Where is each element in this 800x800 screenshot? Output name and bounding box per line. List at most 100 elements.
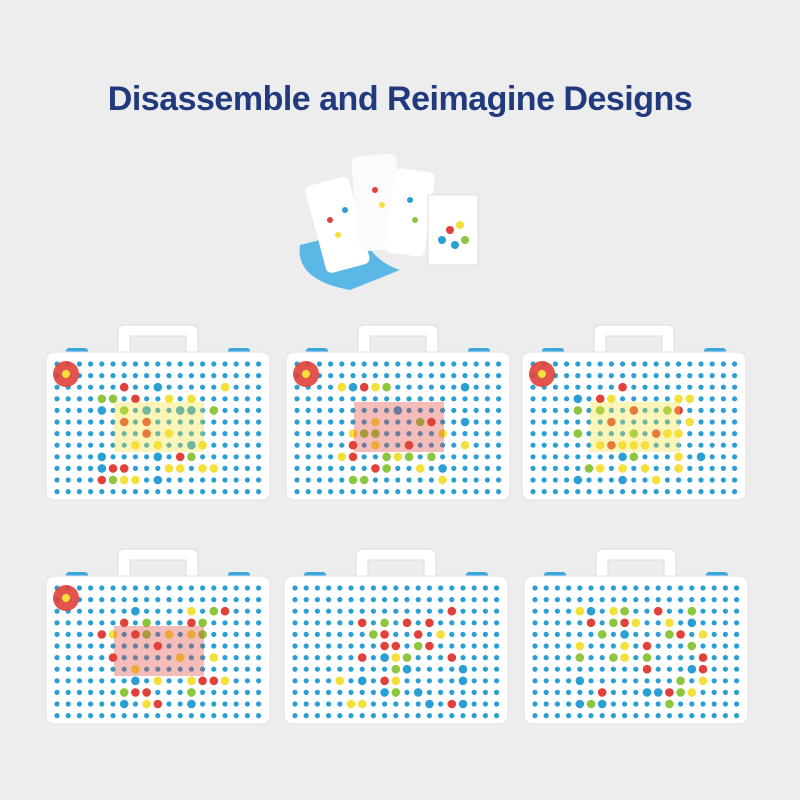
peg (153, 452, 163, 462)
peg-hole (620, 431, 626, 437)
peg-hole (166, 361, 172, 367)
peg-hole (211, 361, 217, 367)
peg-hole (256, 419, 262, 425)
peg-hole (328, 384, 334, 390)
peg-hole (676, 442, 682, 448)
peg-hole (211, 713, 217, 719)
peg-hole (177, 643, 183, 649)
peg-hole (382, 608, 388, 614)
peg-hole (337, 631, 343, 637)
peg (164, 630, 174, 639)
peg-hole (54, 713, 60, 719)
peg-hole (415, 666, 421, 672)
peg (640, 464, 650, 473)
peg (573, 394, 583, 404)
peg-hole (722, 666, 728, 672)
peg-hole (121, 396, 127, 402)
peg-hole (393, 631, 399, 637)
handle (595, 548, 677, 577)
peg-hole (99, 384, 105, 390)
peg-hole (700, 620, 706, 626)
peg-hole (532, 631, 538, 637)
peg (382, 382, 391, 392)
peg-hole (633, 666, 639, 672)
peg (425, 641, 434, 651)
peg (142, 699, 151, 709)
peg-hole (211, 631, 217, 637)
peg-hole (552, 465, 558, 471)
peg-hole (244, 643, 250, 649)
peg-hole (406, 396, 412, 402)
peg-hole (132, 597, 138, 603)
peg-hole (132, 489, 138, 495)
peg (187, 630, 196, 639)
peg-hole (417, 373, 423, 379)
peg-hole (484, 442, 490, 448)
peg-hole (384, 489, 390, 495)
peg-hole (734, 608, 740, 614)
peg-hole (620, 419, 626, 425)
peg-hole (496, 373, 502, 379)
peg (458, 699, 468, 709)
peg-hole (305, 465, 311, 471)
peg (674, 452, 683, 462)
peg-hole (292, 713, 298, 719)
peg-hole (473, 396, 479, 402)
peg (640, 440, 650, 450)
peg-hole (664, 465, 670, 471)
peg-hole (664, 419, 670, 425)
peg-hole (99, 655, 105, 661)
peg (142, 417, 151, 427)
peg-hole (222, 442, 228, 448)
peg-hole (426, 689, 432, 695)
peg-hole (482, 689, 488, 695)
peg (97, 464, 107, 473)
peg-hole (664, 373, 670, 379)
peg-hole (244, 620, 250, 626)
peg-hole (132, 361, 138, 367)
peg-hole (384, 396, 390, 402)
peg-hole (473, 373, 479, 379)
peg-hole (575, 442, 581, 448)
peg-hole (720, 489, 726, 495)
peg-hole (256, 442, 262, 448)
peg (404, 440, 414, 450)
peg (97, 475, 107, 485)
toolbox-case-heart (282, 546, 510, 726)
peg (131, 688, 140, 697)
peg-hole (709, 431, 715, 437)
peg (460, 382, 470, 392)
peg-hole (415, 678, 421, 684)
peg-hole (166, 597, 172, 603)
peg-hole (144, 373, 150, 379)
peg-hole (471, 666, 477, 672)
peg-hole (642, 396, 648, 402)
peg-hole (566, 631, 572, 637)
peg-hole (88, 701, 94, 707)
peg-hole (200, 419, 206, 425)
peg-hole (99, 608, 105, 614)
peg-hole (395, 477, 401, 483)
peg-hole (530, 465, 536, 471)
peg-hole (532, 678, 538, 684)
peg-hole (337, 608, 343, 614)
peg-hole (426, 678, 432, 684)
peg-hole (496, 454, 502, 460)
peg-hole (316, 454, 322, 460)
peg-hole (65, 701, 71, 707)
peg-hole (359, 666, 365, 672)
peg (687, 664, 697, 674)
peg-hole (305, 407, 311, 413)
peg-hole (339, 419, 345, 425)
peg-hole (132, 454, 138, 460)
peg-hole (438, 666, 444, 672)
peg-hole (76, 655, 82, 661)
peg (357, 653, 367, 662)
peg-hole (121, 678, 127, 684)
peg-hole (370, 585, 376, 591)
peg-hole (177, 666, 183, 672)
peg-hole (244, 631, 250, 637)
peg-hole (166, 643, 172, 649)
peg-hole (541, 442, 547, 448)
peg-hole (384, 442, 390, 448)
